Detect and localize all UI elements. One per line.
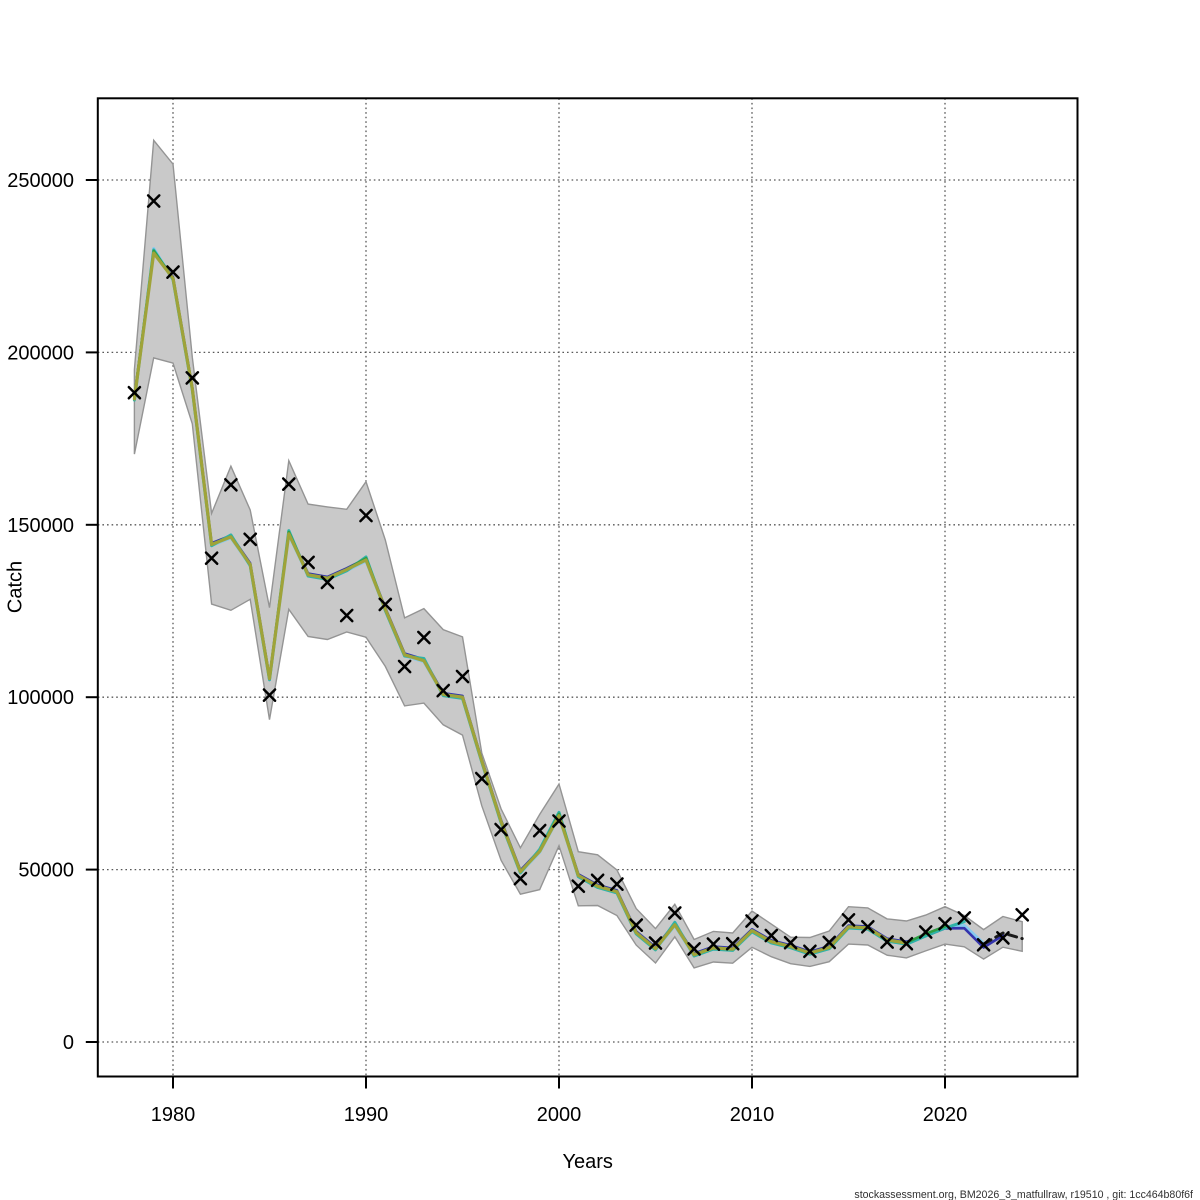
svg-text:Catch: Catch xyxy=(5,561,27,613)
svg-text:stockassessment.org, BM2026_3_: stockassessment.org, BM2026_3_matfullraw… xyxy=(854,1189,1193,1200)
svg-text:200000: 200000 xyxy=(7,342,74,364)
svg-text:2010: 2010 xyxy=(730,1104,775,1126)
svg-text:Years: Years xyxy=(562,1151,612,1173)
svg-text:0: 0 xyxy=(63,1032,74,1054)
svg-text:2000: 2000 xyxy=(537,1104,582,1126)
svg-text:2020: 2020 xyxy=(923,1104,968,1126)
svg-text:250000: 250000 xyxy=(7,170,74,192)
svg-text:150000: 150000 xyxy=(7,515,74,537)
svg-text:50000: 50000 xyxy=(18,860,74,882)
svg-text:100000: 100000 xyxy=(7,687,74,709)
svg-text:1990: 1990 xyxy=(344,1104,389,1126)
svg-text:1980: 1980 xyxy=(151,1104,196,1126)
